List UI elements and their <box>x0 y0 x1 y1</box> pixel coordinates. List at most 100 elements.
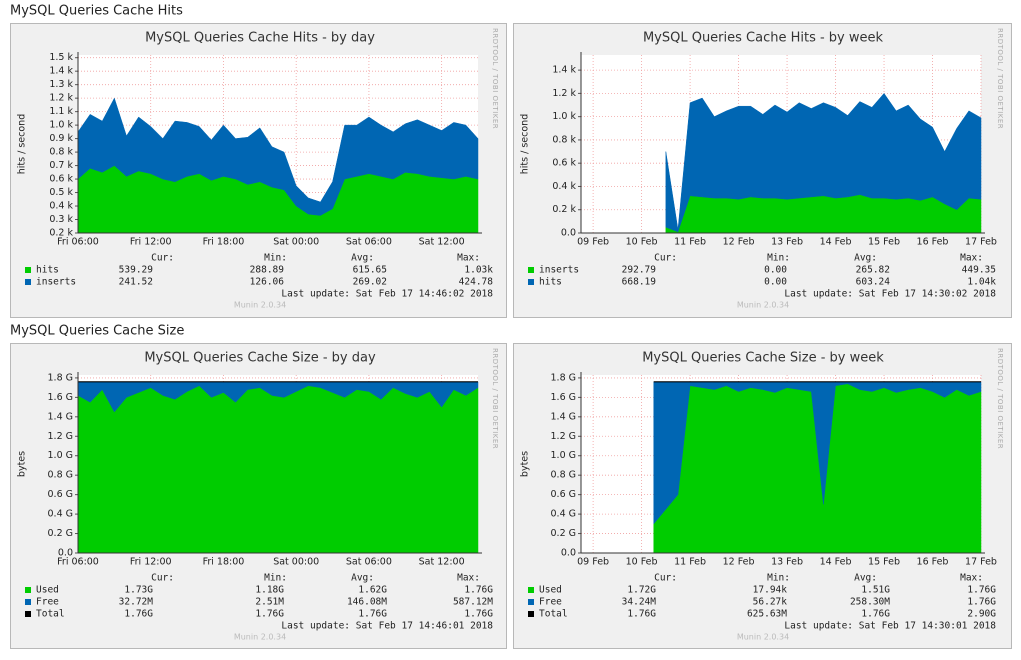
y-tick-label: 1.0 k <box>552 111 576 122</box>
stat-value: 265.82 <box>856 265 890 276</box>
stat-value: 56.27k <box>753 597 788 608</box>
x-tick-label: 16 Feb <box>917 237 949 248</box>
graph-panel: MySQL Queries Cache Size - by day bytes RR… <box>10 343 507 649</box>
stat-value: 1.76G <box>124 609 153 620</box>
graph-title: MySQL Queries Cache Size - by week <box>642 351 884 366</box>
stat-value: 17.94k <box>753 585 788 596</box>
x-tick-label: Sat 12:00 <box>419 237 465 248</box>
x-tick-label: 10 Feb <box>626 557 658 568</box>
stat-value: 587.12M <box>453 597 493 608</box>
y-tick-label: 1.2 G <box>48 431 74 442</box>
y-tick-label: 0.8 G <box>48 470 74 481</box>
stat-value: 615.65 <box>353 265 387 276</box>
stats-header: Avg: <box>351 253 374 264</box>
x-tick-label: Fri 18:00 <box>203 237 245 248</box>
watermark: RRDTOOL / TOBI OETIKER <box>996 28 1004 129</box>
y-tick-label: 0.4 k <box>49 201 73 212</box>
stat-value: 1.76G <box>358 609 387 620</box>
x-tick-label: 12 Feb <box>723 557 755 568</box>
y-tick-label: 0.2 k <box>552 204 576 215</box>
legend-name: inserts <box>539 265 579 276</box>
graph-panel: MySQL Queries Cache Hits - by day hits / … <box>10 23 507 318</box>
stats-header: Min: <box>767 253 790 264</box>
watermark: RRDTOOL / TOBI OETIKER <box>491 28 499 129</box>
y-tick-label: 1.2 k <box>552 88 576 99</box>
stats-header: Max: <box>457 573 480 584</box>
x-tick-label: Fri 12:00 <box>130 237 172 248</box>
x-tick-label: 14 Feb <box>820 237 852 248</box>
stat-value: 1.76G <box>967 597 996 608</box>
graph-title: MySQL Queries Cache Hits - by week <box>643 31 884 46</box>
y-tick-label: 0.4 G <box>551 509 577 520</box>
y-tick-label: 0.0 <box>58 548 73 559</box>
y-tick-label: 0.2 G <box>48 528 74 539</box>
last-update: Last update: Sat Feb 17 14:46:01 2018 <box>281 621 493 632</box>
y-tick-label: 1.8 G <box>48 372 74 383</box>
stat-value: 34.24M <box>622 597 657 608</box>
stat-value: 2.51M <box>255 597 284 608</box>
y-tick-label: 1.5 k <box>49 52 73 63</box>
y-tick-label: 1.4 k <box>552 65 576 76</box>
stat-value: 1.73G <box>124 585 153 596</box>
stat-value: 1.62G <box>358 585 387 596</box>
stats-header: Max: <box>457 253 480 264</box>
x-tick-label: Fri 06:00 <box>57 237 99 248</box>
version: Munin 2.0.34 <box>234 301 286 310</box>
y-tick-label: 0.8 k <box>552 134 576 145</box>
legend-swatch <box>528 599 534 605</box>
y-tick-label: 0.6 G <box>48 489 74 500</box>
stats-header: Cur: <box>151 253 174 264</box>
y-tick-label: 0.8 k <box>49 147 73 158</box>
stat-value: 146.08M <box>347 597 387 608</box>
stats-header: Cur: <box>151 573 174 584</box>
version: Munin 2.0.34 <box>234 633 286 642</box>
version: Munin 2.0.34 <box>737 301 789 310</box>
x-tick-label: 17 Feb <box>965 237 997 248</box>
legend-swatch <box>25 279 31 285</box>
y-tick-label: 1.0 G <box>48 450 74 461</box>
stats-header: Avg: <box>351 573 374 584</box>
stat-value: 1.76G <box>255 609 284 620</box>
x-tick-label: 13 Feb <box>771 557 803 568</box>
y-tick-label: 1.0 k <box>49 120 73 131</box>
stats-header: Min: <box>767 573 790 584</box>
y-tick-label: 0.6 k <box>552 158 576 169</box>
watermark: RRDTOOL / TOBI OETIKER <box>491 348 499 449</box>
legend-name: Total <box>36 609 65 620</box>
y-tick-label: 0.7 k <box>49 160 73 171</box>
stat-value: 126.06 <box>250 277 285 288</box>
legend-name: Used <box>36 585 59 596</box>
graph-title: MySQL Queries Cache Hits - by day <box>145 31 375 46</box>
y-tick-label: 0.5 k <box>49 187 73 198</box>
y-tick-label: 1.0 G <box>551 450 577 461</box>
x-tick-label: 12 Feb <box>723 237 755 248</box>
legend-swatch <box>25 267 31 273</box>
area <box>665 92 982 233</box>
stat-value: 258.30M <box>850 597 890 608</box>
y-tick-label: 0.2 G <box>551 528 577 539</box>
stats-header: Min: <box>264 253 287 264</box>
x-tick-label: 11 Feb <box>674 557 706 568</box>
last-update: Last update: Sat Feb 17 14:30:02 2018 <box>784 289 996 300</box>
y-tick-label: 1.4 k <box>49 66 73 77</box>
x-tick-label: Sat 00:00 <box>273 237 319 248</box>
legend-name: Used <box>539 585 562 596</box>
graph-panel: MySQL Queries Cache Size - by week bytes R… <box>513 343 1012 649</box>
x-tick-label: Sat 06:00 <box>346 557 392 568</box>
legend-swatch <box>25 611 31 617</box>
x-tick-label: Fri 12:00 <box>130 557 172 568</box>
legend-name: hits <box>36 265 59 276</box>
stat-value: 1.03k <box>464 265 493 276</box>
legend-swatch <box>25 599 31 605</box>
x-tick-label: Fri 06:00 <box>57 557 99 568</box>
stat-value: 1.51G <box>861 585 890 596</box>
y-tick-label: 1.2 k <box>49 93 73 104</box>
stat-value: 603.24 <box>856 277 891 288</box>
stat-value: 0.00 <box>764 277 787 288</box>
y-tick-label: 0.6 G <box>551 489 577 500</box>
legend-swatch <box>528 587 534 593</box>
stat-value: 1.76G <box>967 585 996 596</box>
stat-value: 292.79 <box>622 265 657 276</box>
area <box>77 385 479 554</box>
section-title: MySQL Queries Cache Hits <box>10 4 183 19</box>
